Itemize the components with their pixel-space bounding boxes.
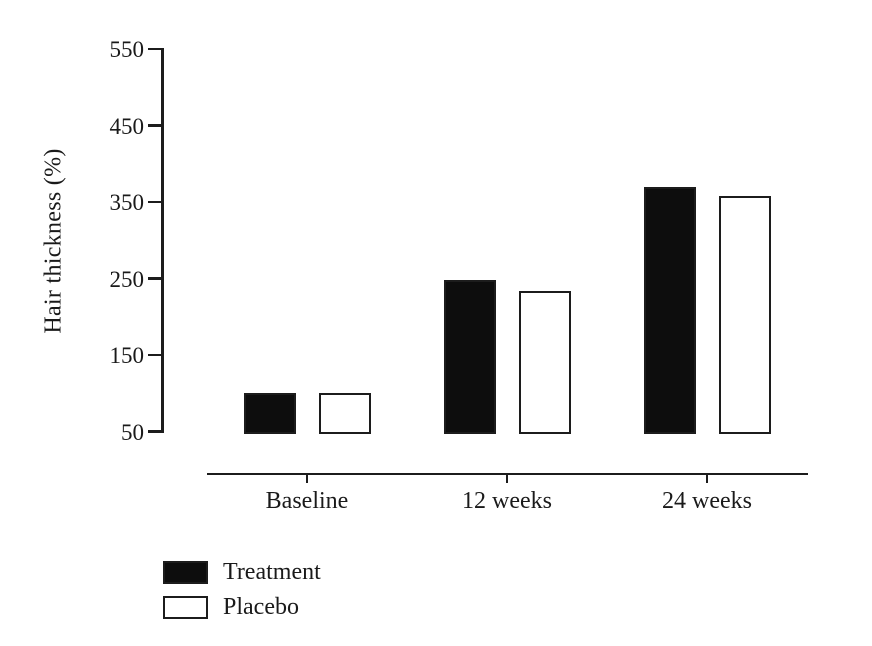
y-tick-label: 150 xyxy=(109,343,145,368)
y-axis-line xyxy=(161,47,164,433)
y-tick xyxy=(148,277,164,280)
y-tick-label: 50 xyxy=(121,419,144,445)
legend-swatch-treatment xyxy=(163,560,208,584)
legend-label-placebo: Placebo xyxy=(223,594,299,620)
y-tick-label: 450 xyxy=(109,113,145,139)
y-tick-label: 550 xyxy=(109,37,145,62)
x-category-label-12-weeks: 12 weeks xyxy=(462,488,552,514)
bar-placebo-baseline xyxy=(318,393,371,435)
y-tick xyxy=(148,430,164,433)
legend: Treatment Placebo xyxy=(163,560,321,619)
y-tick-label: 350 xyxy=(109,190,145,215)
x-tick xyxy=(705,475,709,484)
bar-placebo-24-weeks xyxy=(718,195,771,435)
bar-treatment-12-weeks xyxy=(443,280,496,435)
y-axis-title: Hair thickness (%) xyxy=(40,148,67,334)
y-tick xyxy=(148,353,164,357)
y-tick xyxy=(148,200,164,204)
x-tick xyxy=(305,475,309,484)
y-tick xyxy=(148,47,164,51)
legend-item-placebo: Placebo xyxy=(163,595,321,619)
x-category-label-baseline: Baseline xyxy=(265,488,349,514)
bar-treatment-baseline xyxy=(243,393,296,435)
legend-item-treatment: Treatment xyxy=(163,560,321,584)
bar-treatment-24-weeks xyxy=(643,186,696,435)
legend-label-treatment: Treatment xyxy=(223,559,321,585)
bar-placebo-12-weeks xyxy=(518,290,571,435)
x-axis-line xyxy=(207,472,808,476)
x-tick xyxy=(505,475,509,484)
x-category-label-24-weeks: 24 weeks xyxy=(662,488,752,514)
legend-swatch-placebo xyxy=(163,595,208,619)
y-tick xyxy=(148,124,164,127)
y-tick-label: 250 xyxy=(109,266,145,292)
